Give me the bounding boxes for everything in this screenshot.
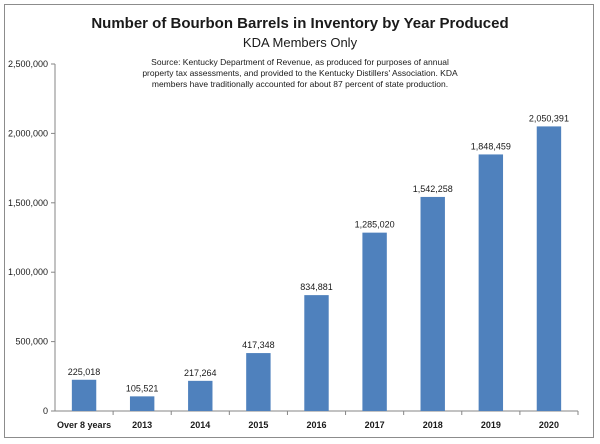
data-label: 217,264 [184,368,217,378]
x-category-label: 2015 [248,420,268,430]
data-label: 225,018 [68,367,101,377]
x-category-label: 2018 [423,420,443,430]
x-category-label: 2020 [539,420,559,430]
source-note-line-3: members have traditionally accounted for… [152,79,448,89]
data-label: 1,542,258 [413,184,453,194]
y-tick-label: 1,000,000 [8,267,48,277]
y-tick-label: 1,500,000 [8,198,48,208]
bar [71,379,97,411]
bar [129,396,155,411]
source-note-line-1: Source: Kentucky Department of Revenue, … [151,57,449,67]
y-tick-label: 2,500,000 [8,59,48,69]
y-tick-label: 2,000,000 [8,128,48,138]
source-note-line-2: property tax assessments, and provided t… [142,68,458,78]
x-category-label: 2017 [365,420,385,430]
x-category-label: 2016 [306,420,326,430]
x-category-label: 2019 [481,420,501,430]
x-category-label: Over 8 years [57,420,111,430]
data-label: 417,348 [242,340,275,350]
x-category-label: 2014 [190,420,210,430]
data-label: 1,848,459 [471,141,511,151]
bar [362,232,387,411]
bar [304,295,329,411]
bar [536,126,562,411]
bar [478,154,504,411]
data-label: 834,881 [300,282,333,292]
x-category-label: 2013 [132,420,152,430]
chart-title: Number of Bourbon Barrels in Inventory b… [91,15,508,32]
data-label: 105,521 [126,383,159,393]
data-label: 1,285,020 [355,220,395,230]
bar [188,380,213,411]
bars-group: 225,018 105,521 217,264 417,348 834,881 1,285… [68,113,569,411]
y-tick-label: 0 [43,406,48,416]
bar [420,196,445,411]
y-tick-label: 500,000 [15,337,48,347]
bar [246,353,271,411]
chart-subtitle: KDA Members Only [243,35,358,50]
data-label: 2,050,391 [529,113,569,123]
